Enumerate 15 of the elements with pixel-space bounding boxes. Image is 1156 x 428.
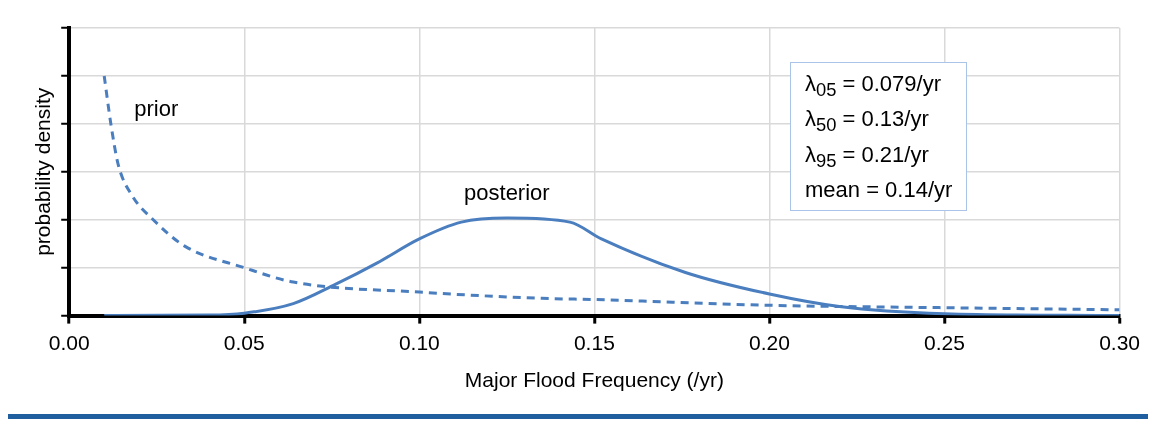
annotation: λ$_{50}$ = 0.13/yr — [805, 105, 930, 138]
annotation: λ$_{05}$ = 0.079/yr — [805, 70, 942, 103]
x-tick-label: 0.15 — [573, 331, 615, 354]
annotation: λ$_{95}$ = 0.21/yr — [805, 140, 930, 174]
series-label: posterior — [464, 180, 550, 206]
x-tick-label: 0.30 — [1099, 331, 1140, 354]
y-axis-title: probability density — [31, 87, 55, 256]
x-tick-label: 0.00 — [48, 331, 90, 354]
x-axis-title: Major Flood Frequency (/yr) — [464, 368, 724, 392]
x-tick-label: 0.20 — [749, 331, 790, 354]
series-label: prior — [134, 96, 179, 121]
annotation: mean = 0.14/yr — [805, 176, 953, 205]
x-tick-label: 0.10 — [398, 331, 440, 354]
x-tick-label: 0.05 — [223, 331, 265, 354]
x-tick-label: 0.25 — [924, 331, 965, 354]
